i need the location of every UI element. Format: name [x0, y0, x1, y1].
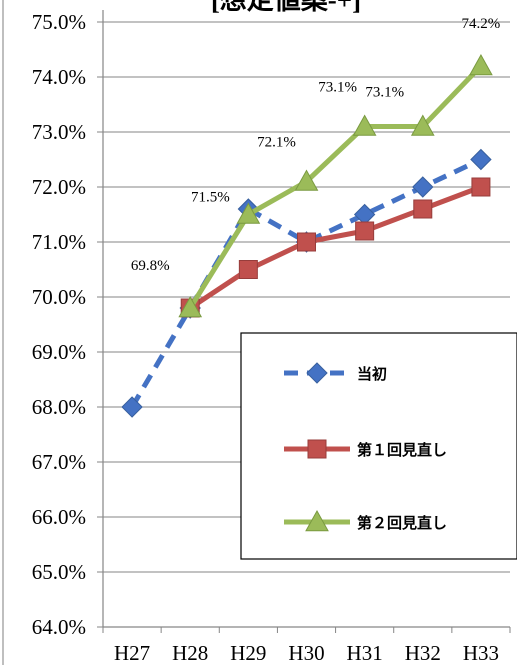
data-label: 74.2% [462, 16, 501, 32]
y-tick-label: 72.0% [32, 175, 86, 199]
series-line [188, 184, 482, 311]
axes: 64.0% 65.0% 66.0% 67.0% 68.0% 69.0% 70.0% 71.0%… [2, 0, 511, 665]
marker-diamond [306, 362, 328, 384]
y-tick-label: 74.0% [32, 65, 86, 89]
marker-square [355, 221, 375, 241]
series [121, 53, 493, 418]
legend-label: 当初 [357, 365, 387, 383]
data-label: 73.1% [318, 80, 357, 96]
data-label: 69.8% [131, 258, 170, 274]
marker-triangle [178, 295, 203, 318]
x-tick-label: H31 [347, 641, 383, 665]
marker-square [413, 199, 433, 219]
legend-item: 当初 [284, 362, 387, 384]
marker-diamond [470, 148, 492, 171]
data-label: 73.1% [365, 85, 404, 101]
data-labels: 69.8% 71.5% 72.1% 73.1% 73.1% 74.2% [131, 16, 500, 274]
series-3 [178, 53, 493, 318]
y-tick-label: 67.0% [32, 450, 86, 474]
marker-square [297, 232, 316, 252]
legend-item: 第１回見直し [284, 439, 447, 459]
y-tick-label: 75.0% [32, 10, 86, 34]
marker-square [307, 439, 327, 459]
y-tick-label: 73.0% [32, 120, 86, 144]
marker-triangle [410, 114, 435, 136]
x-tick-label: H32 [405, 641, 441, 665]
marker-triangle [236, 202, 261, 224]
marker-triangle [469, 53, 493, 76]
marker-triangle [305, 509, 329, 532]
y-tick-label: 69.0% [32, 340, 86, 364]
marker-square [471, 177, 491, 197]
legend-label: 第１回見直し [357, 441, 447, 459]
x-tick-label: H30 [288, 641, 324, 665]
y-tick-label: 70.0% [32, 285, 86, 309]
x-tick-label: H28 [172, 641, 208, 665]
x-tick-label: H29 [230, 641, 266, 665]
series-2 [180, 177, 491, 318]
series-line [188, 64, 483, 310]
data-label: 72.1% [257, 135, 296, 151]
marker-diamond [412, 176, 434, 198]
data-label: 71.5% [191, 190, 230, 206]
y-tick-label: 66.0% [32, 505, 86, 529]
legend-label: 第２回見直し [357, 514, 447, 532]
y-tick-label: 71.0% [32, 230, 86, 254]
y-tick-label: 68.0% [32, 395, 86, 419]
marker-triangle [352, 114, 377, 136]
marker-square [238, 260, 258, 279]
marker-triangle [294, 169, 319, 191]
chart-title: [想定値案-+] [211, 0, 361, 15]
x-tick-label: H33 [463, 641, 499, 665]
y-tick-label: 64.0% [32, 615, 86, 639]
legend-item: 第２回見直し [284, 509, 447, 532]
y-tick-label: 65.0% [32, 560, 86, 584]
x-tick-label: H27 [114, 641, 150, 665]
marker-diamond [121, 396, 143, 418]
